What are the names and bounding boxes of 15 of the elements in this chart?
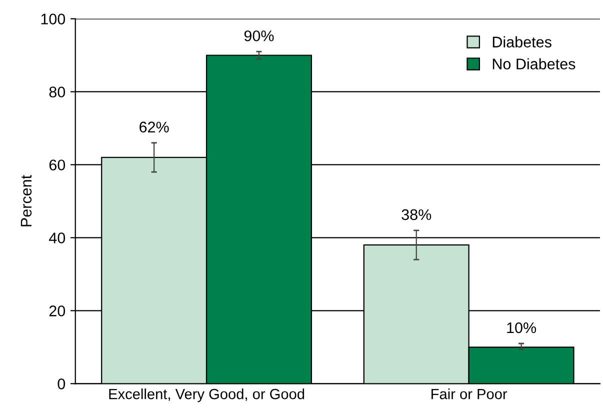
- y-tick-label: 40: [49, 232, 66, 244]
- legend-label: No Diabetes: [492, 58, 576, 70]
- y-tick-label: 80: [49, 86, 66, 98]
- data-label: 38%: [402, 209, 432, 220]
- y-tick-label: 0: [58, 378, 66, 390]
- x-tick-label: Excellent, Very Good, or Good: [109, 388, 304, 402]
- y-tick-label: 60: [49, 160, 66, 170]
- data-label: 62%: [140, 122, 169, 133]
- y-axis-title: Percent: [20, 174, 32, 226]
- legend-label: Diabetes: [492, 36, 552, 48]
- data-label: 10%: [507, 322, 536, 334]
- y-tick-label: 100: [41, 14, 66, 24]
- data-label: 90%: [244, 30, 274, 42]
- x-tick-label: Fair or Poor: [432, 388, 508, 400]
- y-tick-label: 20: [49, 306, 66, 316]
